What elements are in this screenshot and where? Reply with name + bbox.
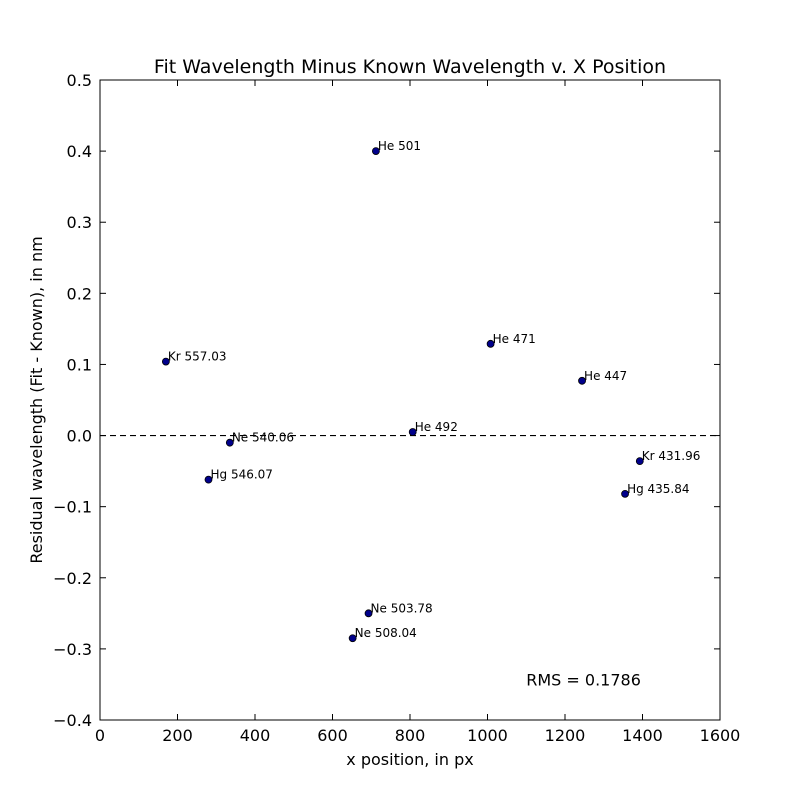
x-tick-label: 400 — [240, 726, 271, 745]
data-point — [161, 357, 170, 366]
x-tick-label: 1200 — [545, 726, 586, 745]
y-tick-label: 0.0 — [67, 427, 92, 446]
y-axis-ticks: −0.4 −0.3 −0.2 −0.1 0.0 0.1 0.2 0.3 0.4 0.5 — [53, 71, 720, 730]
y-tick-label: 0.4 — [67, 142, 92, 161]
data-point-label: Ne 503.78 — [371, 601, 433, 615]
rms-annotation: RMS = 0.1786 — [526, 670, 641, 689]
y-tick-label: −0.1 — [53, 498, 92, 517]
x-tick-label: 1000 — [467, 726, 508, 745]
y-tick-label: 0.1 — [67, 355, 92, 374]
y-tick-label: 0.5 — [67, 71, 92, 90]
chart-title: Fit Wavelength Minus Known Wavelength v.… — [154, 56, 666, 78]
y-tick-label: −0.4 — [53, 711, 92, 730]
data-point — [364, 609, 373, 618]
plot-area: 0 200 400 600 800 1000 1200 1400 1600 −0.4−0.3−0… — [53, 71, 740, 745]
y-tick-label: 0.2 — [67, 284, 92, 303]
data-point — [408, 428, 417, 436]
data-point — [348, 634, 357, 643]
data-point-label: He 501 — [378, 139, 421, 153]
data-point-label: Ne 540.06 — [232, 431, 294, 445]
x-axis-label: x position, in px — [346, 750, 473, 769]
x-axis-ticks: 0 200 400 600 800 1000 1200 1400 1600 — [95, 80, 740, 745]
y-axis-label: Residual wavelength (Fit - Known), in nm — [27, 236, 46, 563]
data-point — [635, 457, 644, 466]
x-tick-label: 600 — [317, 726, 348, 745]
data-point-label: Hg 546.07 — [211, 468, 273, 482]
data-point — [621, 489, 629, 498]
y-tick-label: −0.2 — [53, 569, 92, 588]
data-point-label: Hg 435.84 — [627, 482, 689, 496]
x-tick-label: 1600 — [700, 726, 741, 745]
y-tick-label: 0.3 — [67, 213, 92, 232]
data-point — [578, 376, 586, 385]
data-point — [225, 438, 234, 447]
x-tick-label: 200 — [162, 726, 193, 745]
data-point-label: He 447 — [584, 369, 627, 383]
data-point-label: Kr 431.96 — [642, 449, 701, 463]
x-tick-label: 0 — [95, 726, 105, 745]
data-point-label: Ne 508.04 — [355, 626, 417, 640]
data-point — [204, 475, 213, 484]
data-point-label: Kr 557.03 — [168, 350, 227, 364]
data-point — [371, 147, 380, 156]
y-tick-label: −0.3 — [53, 640, 92, 659]
data-point-label: He 471 — [493, 332, 536, 346]
data-points: Kr 557.03 Hg 546.07 Ne 540.06 Ne 508.04 Ne 5… — [161, 139, 701, 643]
x-tick-label: 800 — [395, 726, 426, 745]
data-point-label: He 492 — [415, 420, 458, 434]
data-point — [486, 339, 495, 348]
x-tick-label: 1400 — [622, 726, 663, 745]
